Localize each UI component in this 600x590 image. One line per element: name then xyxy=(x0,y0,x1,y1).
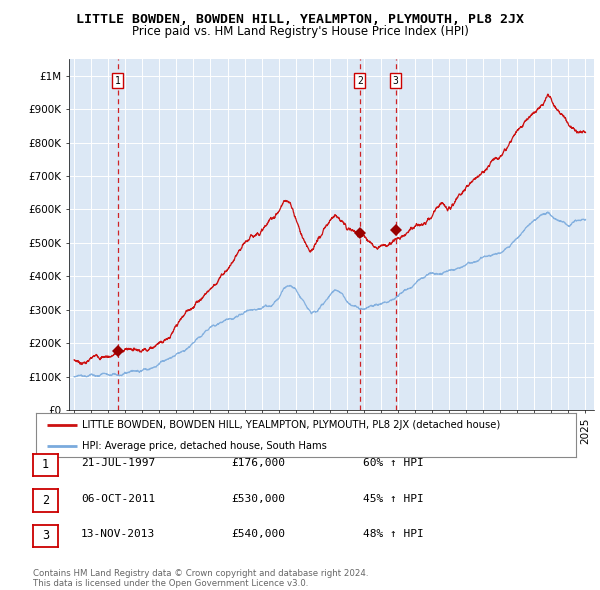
Text: £530,000: £530,000 xyxy=(231,494,285,503)
Text: Price paid vs. HM Land Registry's House Price Index (HPI): Price paid vs. HM Land Registry's House … xyxy=(131,25,469,38)
Text: 48% ↑ HPI: 48% ↑ HPI xyxy=(363,529,424,539)
Text: 45% ↑ HPI: 45% ↑ HPI xyxy=(363,494,424,503)
Text: 60% ↑ HPI: 60% ↑ HPI xyxy=(363,458,424,468)
Text: 06-OCT-2011: 06-OCT-2011 xyxy=(81,494,155,503)
Text: LITTLE BOWDEN, BOWDEN HILL, YEALMPTON, PLYMOUTH, PL8 2JX: LITTLE BOWDEN, BOWDEN HILL, YEALMPTON, P… xyxy=(76,13,524,26)
Text: 2: 2 xyxy=(357,76,363,86)
Text: 1: 1 xyxy=(42,458,49,471)
Text: 3: 3 xyxy=(42,529,49,542)
Text: £176,000: £176,000 xyxy=(231,458,285,468)
Text: HPI: Average price, detached house, South Hams: HPI: Average price, detached house, Sout… xyxy=(82,441,327,451)
Text: 2: 2 xyxy=(42,494,49,507)
Text: Contains HM Land Registry data © Crown copyright and database right 2024.
This d: Contains HM Land Registry data © Crown c… xyxy=(33,569,368,588)
Text: LITTLE BOWDEN, BOWDEN HILL, YEALMPTON, PLYMOUTH, PL8 2JX (detached house): LITTLE BOWDEN, BOWDEN HILL, YEALMPTON, P… xyxy=(82,421,500,430)
Text: 13-NOV-2013: 13-NOV-2013 xyxy=(81,529,155,539)
Text: 1: 1 xyxy=(115,76,121,86)
Text: £540,000: £540,000 xyxy=(231,529,285,539)
Text: 21-JUL-1997: 21-JUL-1997 xyxy=(81,458,155,468)
Text: 3: 3 xyxy=(393,76,398,86)
